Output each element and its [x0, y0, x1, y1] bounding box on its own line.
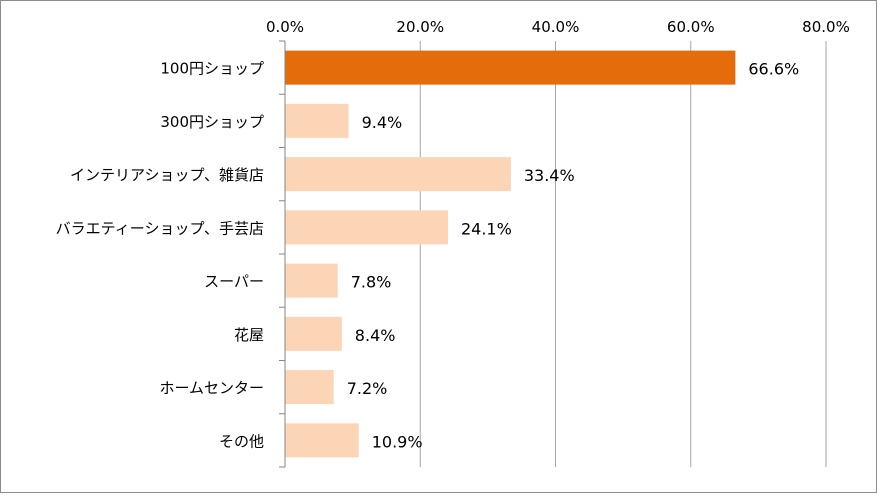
- category-label: バラエティーショップ、手芸店: [56, 219, 264, 237]
- data-label: 33.4%: [524, 166, 575, 185]
- x-tick-label: 80.0%: [802, 18, 850, 36]
- bar: [285, 370, 334, 405]
- bar: [285, 103, 349, 138]
- bar: [285, 50, 736, 85]
- labels: 0.0% 20.0% 40.0% 60.0% 80.0% 100円ショップ 66.6% 300…: [56, 18, 850, 451]
- data-label: 66.6%: [748, 60, 799, 79]
- category-label: インテリアショップ、雑貨店: [70, 166, 264, 184]
- bar: [285, 263, 338, 298]
- x-tick-label: 60.0%: [667, 18, 715, 36]
- x-tick-label: 20.0%: [396, 18, 444, 36]
- axes: [279, 40, 286, 468]
- category-label: 300円ショップ: [160, 113, 264, 131]
- bar: [285, 423, 359, 458]
- bar: [285, 210, 448, 245]
- bars: [285, 50, 736, 458]
- category-label: ホームセンター: [159, 379, 264, 397]
- x-tick-label: 40.0%: [532, 18, 580, 36]
- data-label: 7.8%: [351, 273, 392, 292]
- category-label: スーパー: [204, 273, 264, 291]
- data-label: 7.2%: [347, 379, 388, 398]
- data-label: 10.9%: [372, 432, 423, 451]
- category-label: その他: [219, 432, 264, 450]
- gridlines: [419, 41, 827, 467]
- data-label: 8.4%: [355, 326, 396, 345]
- category-label: 花屋: [234, 326, 264, 344]
- x-tick-label: 0.0%: [266, 18, 304, 36]
- data-label: 24.1%: [461, 219, 512, 238]
- bar: [285, 157, 511, 192]
- data-label: 9.4%: [362, 113, 403, 132]
- category-label: 100円ショップ: [160, 60, 264, 78]
- bar: [285, 316, 342, 351]
